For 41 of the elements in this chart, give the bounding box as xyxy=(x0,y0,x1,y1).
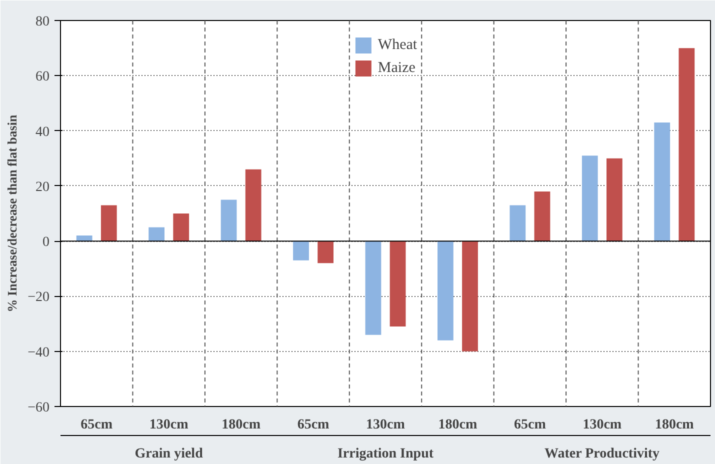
y-tick-label: −60 xyxy=(28,400,50,416)
bar xyxy=(220,200,237,242)
bar xyxy=(148,227,164,242)
y-tick-label: 60 xyxy=(36,70,50,85)
x-tick-label: 130cm xyxy=(366,418,406,432)
y-tick-label: 80 xyxy=(36,14,50,30)
bar xyxy=(606,158,622,242)
bar xyxy=(390,241,406,327)
bar xyxy=(438,241,454,340)
bar xyxy=(582,156,598,242)
text: Irrigation Input xyxy=(337,446,434,462)
legend-label: Maize xyxy=(378,60,416,76)
bar xyxy=(510,205,526,242)
y-axis-title: % Increase/decrease than flat basin xyxy=(4,114,20,312)
y-tick-label: 40 xyxy=(36,124,50,140)
y-tick-label: −40 xyxy=(28,345,50,360)
x-tick-label: 180cm xyxy=(654,418,694,432)
x-tick-label: 65cm xyxy=(514,418,546,432)
bar xyxy=(245,169,262,242)
text: Water Productivity xyxy=(544,446,660,462)
x-tick-label: 65cm xyxy=(80,418,113,432)
x-tick-label: 130cm xyxy=(149,418,189,432)
y-tick-label: −20 xyxy=(28,290,50,306)
bar xyxy=(678,48,695,242)
y-tick-label: 20 xyxy=(36,180,50,195)
bar xyxy=(462,241,478,352)
x-tick-label: 65cm xyxy=(297,418,330,432)
bar xyxy=(293,241,309,260)
x-tick-label: 180cm xyxy=(222,418,261,432)
legend-label: Wheat xyxy=(378,36,418,54)
text: Grain yield xyxy=(134,446,204,462)
bar xyxy=(654,122,670,242)
bar xyxy=(76,236,92,242)
bar xyxy=(100,205,117,242)
y-tick-label: 0 xyxy=(42,235,50,250)
bar xyxy=(534,191,550,242)
x-tick-label: 130cm xyxy=(582,418,622,432)
x-tick-label: 180cm xyxy=(438,418,478,432)
bar xyxy=(173,214,190,242)
bar xyxy=(318,241,334,264)
bar xyxy=(365,241,382,335)
